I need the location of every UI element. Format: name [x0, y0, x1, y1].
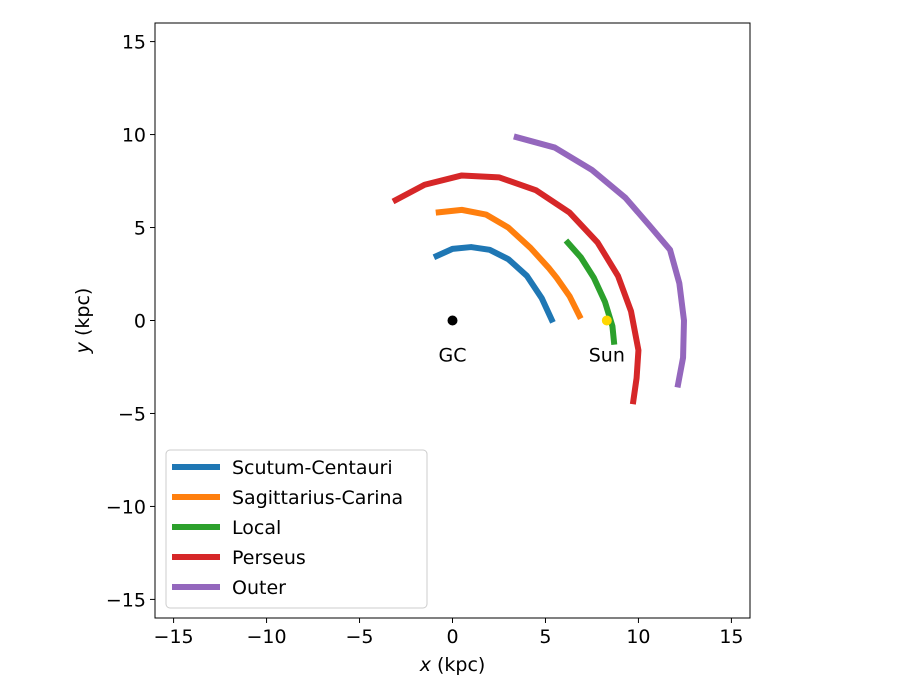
legend-label: Perseus	[232, 547, 306, 569]
y-tick-label: −5	[118, 403, 146, 425]
x-tick-label: 10	[626, 626, 650, 648]
legend: Scutum-Centauri Sagittarius-Carina Local Pe…	[165, 449, 428, 609]
x-axis-label-unit: (kpc)	[431, 654, 485, 676]
x-axis-label-var: x	[419, 654, 432, 676]
x-axis-label: x (kpc)	[419, 654, 486, 676]
x-tick-label: 15	[719, 626, 743, 648]
series-line-local	[563, 238, 618, 345]
series-line-outer	[513, 133, 687, 388]
legend-label: Scutum-Centauri	[232, 457, 393, 479]
marker-sun	[601, 315, 612, 326]
legend-label: Sagittarius-Carina	[232, 487, 403, 509]
legend-label: Local	[232, 517, 281, 539]
series-line-sagittarius-carina	[435, 206, 584, 320]
x-tick-label: 0	[446, 626, 458, 648]
legend-box	[165, 449, 428, 609]
y-tick-label: 5	[134, 218, 146, 240]
y-tick-label: −10	[106, 496, 146, 518]
legend-label: Outer	[232, 577, 286, 599]
y-tick-label: −15	[106, 589, 146, 611]
axis-ticks: −15 −10 −5 0 5 10 15 −15 −10 −5 0 5 10 15	[106, 32, 744, 648]
x-tick-label: −5	[346, 626, 374, 648]
annotation-sun: Sun	[589, 345, 625, 367]
y-tick-label: 10	[122, 125, 146, 147]
y-axis-label-unit: (kpc)	[72, 288, 94, 342]
plot-area: GC Sun	[391, 133, 687, 405]
x-tick-label: −10	[247, 626, 287, 648]
marker-gc	[447, 315, 458, 326]
y-tick-label: 0	[134, 311, 146, 333]
y-tick-label: 15	[122, 32, 146, 54]
x-tick-label: 5	[539, 626, 551, 648]
series-line-scutum-centauri	[432, 244, 556, 324]
y-axis-label-var: y	[72, 341, 94, 354]
series-line-perseus	[391, 172, 642, 405]
y-axis-label: y (kpc)	[72, 288, 94, 355]
x-tick-label: −15	[154, 626, 194, 648]
annotation-gc: GC	[439, 345, 467, 367]
